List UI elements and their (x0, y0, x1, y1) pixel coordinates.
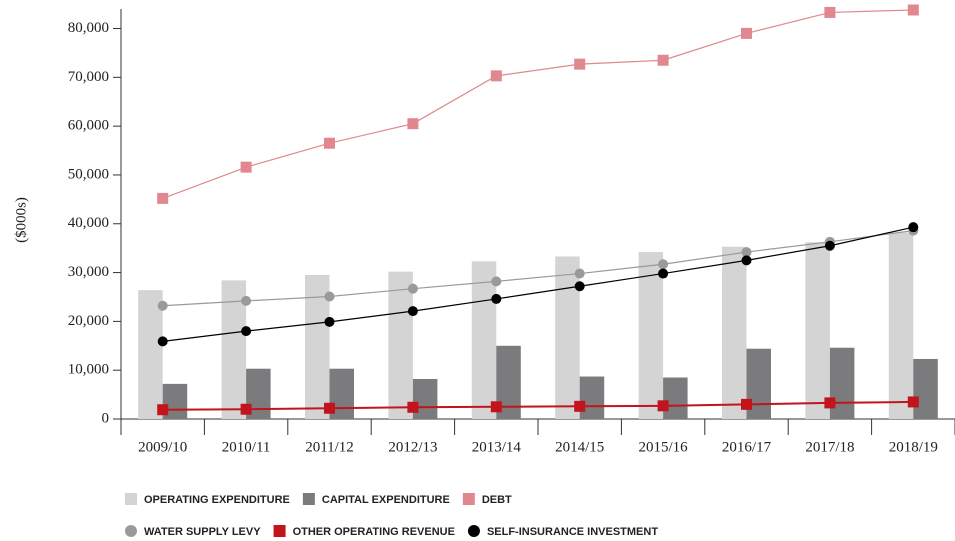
bar (663, 377, 688, 419)
line (162, 230, 914, 307)
bar (805, 242, 830, 419)
y-tick-label: 60,000 (68, 118, 109, 134)
bar (412, 378, 438, 419)
line (162, 9, 914, 199)
y-axis-label: ($000s) (13, 197, 29, 243)
marker (324, 316, 335, 327)
x-tick-label: 2016/17 (722, 439, 772, 455)
legend-label: SELF-INSURANCE INVESTMENT (487, 526, 658, 538)
line (162, 400, 914, 411)
legend-swatch (125, 493, 137, 505)
bar (638, 252, 664, 419)
marker (407, 401, 419, 413)
marker (407, 283, 418, 294)
marker (324, 402, 335, 414)
y-tick-label: 50,000 (68, 166, 109, 182)
legend-swatch (462, 493, 475, 505)
y-tick-label: 40,000 (68, 215, 109, 231)
marker (824, 397, 836, 409)
y-tick-label: 30,000 (68, 264, 109, 280)
marker (907, 396, 919, 408)
y-tick-label: 0 (102, 410, 110, 426)
marker (658, 259, 669, 270)
marker (741, 255, 752, 266)
marker (741, 247, 752, 258)
marker (657, 400, 669, 412)
legend-swatch (125, 525, 137, 537)
x-tick-label: 2012/13 (388, 439, 437, 455)
legend-swatch (302, 493, 315, 505)
x-tick-label: 2009/10 (138, 439, 187, 455)
line (162, 226, 914, 342)
marker (574, 400, 586, 412)
marker (657, 54, 669, 66)
marker (574, 268, 585, 279)
x-tick-label: 2018/19 (889, 439, 938, 455)
bar (138, 290, 163, 419)
legend-label: OTHER OPERATING REVENUE (293, 526, 455, 538)
marker (908, 222, 919, 233)
marker (741, 398, 752, 410)
marker (574, 58, 586, 70)
marker (490, 70, 502, 82)
marker (407, 118, 419, 130)
x-tick-label: 2011/12 (305, 439, 354, 455)
marker (741, 27, 752, 39)
y-tick-label: 20,000 (68, 313, 109, 329)
bar (388, 271, 413, 419)
marker (324, 137, 335, 149)
legend-swatch (467, 525, 480, 537)
marker (407, 306, 418, 317)
x-tick-label: 2010/11 (222, 439, 271, 455)
marker (907, 4, 919, 16)
legend-label: CAPITAL EXPENDITURE (322, 494, 450, 506)
marker (157, 192, 169, 204)
legend-label: OPERATING EXPENDITURE (144, 494, 290, 506)
bar (722, 246, 747, 419)
marker (491, 276, 502, 287)
legend-label: WATER SUPPLY LEVY (144, 526, 261, 538)
marker (241, 295, 252, 306)
x-tick-label: 2013/14 (472, 439, 522, 455)
marker (240, 161, 252, 173)
marker (240, 403, 252, 415)
bar (913, 358, 938, 419)
marker (658, 268, 669, 279)
x-tick-label: 2015/16 (639, 439, 689, 455)
marker (824, 6, 836, 18)
marker (157, 336, 168, 347)
marker (490, 401, 502, 413)
x-tick-label: 2014/15 (555, 439, 604, 455)
y-tick-label: 10,000 (68, 362, 109, 378)
y-tick-label: 70,000 (68, 69, 109, 85)
y-tick-label: 80,000 (68, 20, 109, 36)
marker (824, 240, 835, 251)
marker (157, 404, 169, 416)
marker (241, 326, 252, 337)
legend-label: DEBT (482, 494, 512, 506)
bar (471, 261, 497, 419)
x-tick-label: 2017/18 (805, 439, 854, 455)
bar (888, 232, 914, 419)
bar (579, 376, 605, 419)
marker (491, 293, 502, 304)
legend-swatch (273, 525, 286, 537)
marker (157, 300, 168, 311)
marker (574, 281, 585, 292)
bar (555, 256, 580, 419)
marker (324, 291, 335, 302)
